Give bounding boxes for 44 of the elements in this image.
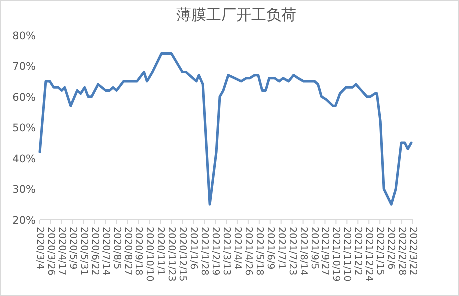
x-tick-label: 2022/2/28 [396, 227, 408, 276]
y-tick-label: 60% [12, 92, 36, 104]
x-tick-label: 2021/8/14 [298, 227, 309, 276]
x-tick-label: 2022/1/15 [374, 227, 386, 276]
x-tick-label: 2020/5/31 [78, 227, 90, 276]
x-tick-label: 2021/6/9 [264, 227, 276, 270]
x-tick-label: 2021/5/18 [254, 227, 265, 276]
x-tick-label: 2020/6/22 [89, 227, 100, 276]
x-tick-label: 2021/3/13 [221, 227, 232, 276]
x-tick-label: 2021/12/24 [364, 227, 375, 282]
x-tick-label: 2020/4/17 [56, 227, 68, 276]
y-tick-label: 20% [12, 215, 36, 227]
y-tick-label: 40% [12, 153, 36, 166]
y-tick-label: 70% [12, 61, 36, 74]
y-tick-label: 30% [12, 184, 36, 196]
x-tick-label: 2021/12/2 [352, 227, 364, 276]
x-tick-label: 2020/3/4 [34, 227, 46, 270]
x-tick-label: 2020/12/15 [177, 227, 188, 282]
y-tick-label: 80% [12, 30, 36, 42]
chart-title: 薄膜工厂开工负荷 [176, 7, 296, 24]
x-tick-label: 2022/3/22 [408, 227, 418, 276]
x-tick-label: 2020/11/23 [166, 227, 178, 282]
x-tick-label: 2021/4/26 [242, 227, 254, 276]
x-tick-label: 2021/11/10 [342, 227, 353, 282]
x-tick-label: 2021/7/1 [276, 227, 287, 270]
x-tick-label: 2021/2/19 [210, 227, 222, 276]
x-tick-label: 2021/4/4 [232, 227, 243, 270]
x-tick-label: 2021/1/28 [199, 227, 210, 276]
x-tick-label: 2021/9/27 [320, 227, 331, 276]
line-series [38, 52, 413, 206]
x-tick-label: 2021/10/19 [330, 227, 342, 282]
x-tick-label: 2020/11/1 [155, 227, 166, 276]
x-tick-label: 2020/8/27 [122, 227, 134, 276]
x-tick-label: 2021/9/5 [308, 227, 320, 270]
x-tick-label: 2020/3/26 [45, 227, 56, 276]
x-tick-label: 2021/7/23 [286, 227, 298, 276]
x-tick-label: 2020/8/5 [111, 227, 122, 270]
x-tick-label: 2020/9/18 [133, 227, 144, 276]
x-tick-label: 2020/10/10 [144, 227, 156, 282]
x-tick-label: 2020/5/9 [67, 227, 78, 270]
x-tick-label: 2022/2/6 [386, 227, 397, 270]
x-tick-label: 2021/1/6 [188, 227, 200, 270]
x-tick-label: 2020/7/14 [100, 227, 112, 276]
y-tick-label: 50% [12, 122, 36, 135]
